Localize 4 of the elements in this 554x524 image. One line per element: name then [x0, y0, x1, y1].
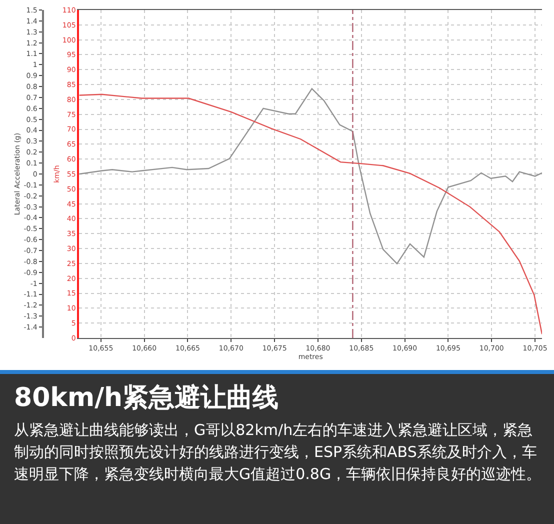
- text: 80km/h紧急避让曲线: [14, 382, 280, 415]
- line-series: [79, 94, 542, 335]
- line-series: [79, 88, 542, 264]
- text: 从紧急避让曲线能够读出，G哥以82km/h左右的车速进入紧急避让区域，紧急制动的同时按照预先设计好的线路进行变线，ESP系统和ABS系统及时介入，车速明显下降，紧急变线时横向最大G值超过0.8G，车辆依旧保持良好的巡迹性。: [14, 420, 542, 485]
